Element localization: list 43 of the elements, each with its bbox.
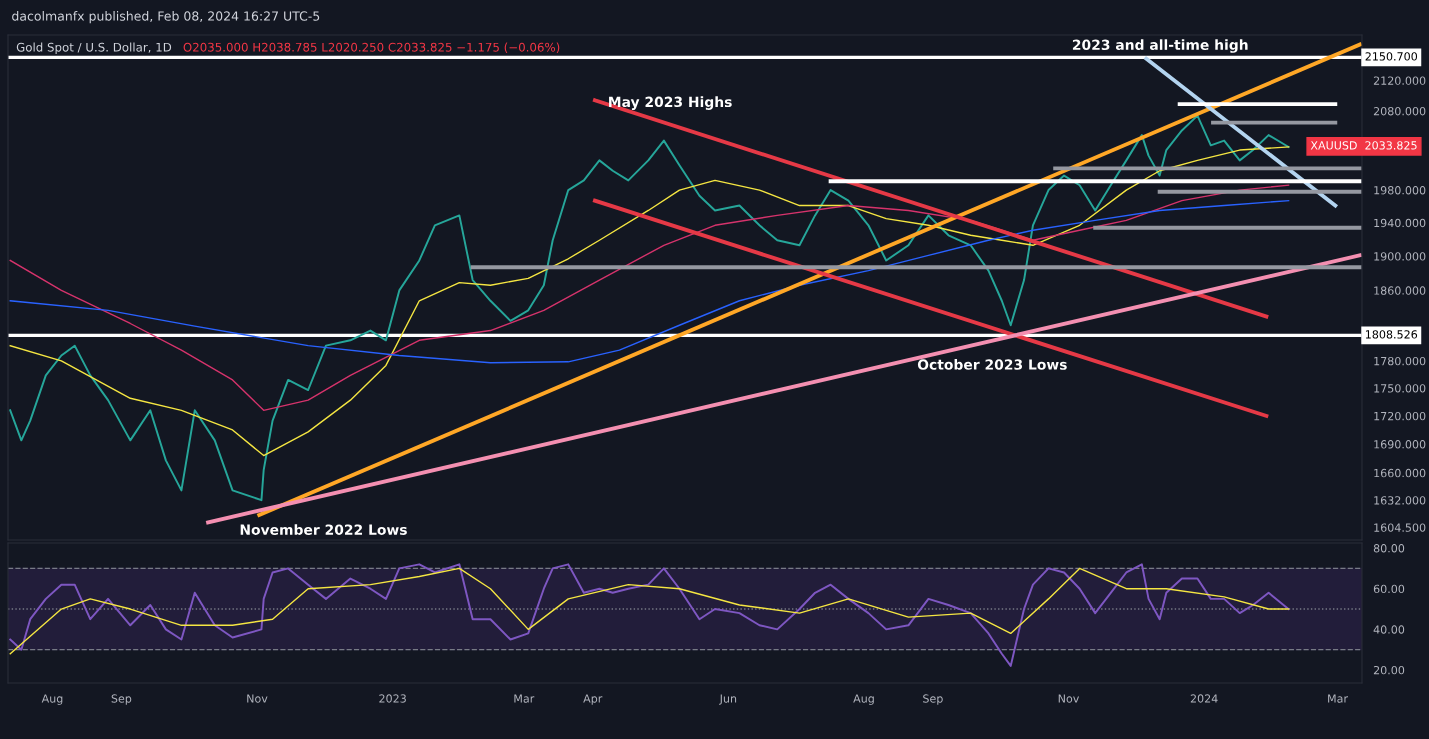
x-tick-label: Nov <box>247 694 268 703</box>
x-tick-label: 2023 <box>379 694 406 703</box>
x-tick-label: Sep <box>111 694 132 705</box>
annotation: 2023 and all-time high <box>1072 39 1248 53</box>
text: O2035.000 H2038.785 L2020.250 C2033.825 −1.175 (−0.06%) <box>183 42 560 54</box>
y-tick-label: 1690.000 <box>1374 440 1426 449</box>
line-series <box>9 563 1290 667</box>
y-tick-label: 1980.000 <box>1374 186 1426 195</box>
x-tick-label: Aug <box>41 694 63 705</box>
y-tick-label: 2080.000 <box>1373 107 1426 116</box>
y-tick-label: 1660.000 <box>1374 468 1426 478</box>
x-tick-label: 2024 <box>1190 694 1218 703</box>
y-tick-label: 20.00 <box>1373 665 1405 675</box>
x-tick-label: Nov <box>1058 694 1080 703</box>
x-tick-label: Apr <box>583 694 603 705</box>
y-tick-label: 1780.000 <box>1374 356 1426 366</box>
y-tick-label: 1860.000 <box>1374 286 1426 295</box>
annotation: XAUUSD 2033.825 <box>1310 141 1417 150</box>
line-series <box>9 146 1290 457</box>
x-tick-label: Mar <box>514 694 535 703</box>
ref-line-label: 2150.700 <box>1365 52 1418 61</box>
annotation: May 2023 Highs <box>609 96 732 110</box>
annotation: November 2022 Lows <box>240 524 407 535</box>
line-series <box>9 114 1290 502</box>
y-tick-label: 1900.000 <box>1374 252 1426 261</box>
y-tick-label: 80.00 <box>1373 544 1405 553</box>
text: Gold Spot / U.S. Dollar, 1D <box>16 42 172 54</box>
x-tick-label: Mar <box>1328 694 1349 703</box>
y-tick-label: 1604.500 <box>1374 523 1426 532</box>
text: dacolmanfx published, Feb 08, 2024 16:27 UTC-5 <box>12 11 320 24</box>
y-tick-label: 1940.000 <box>1374 218 1426 228</box>
line-series <box>9 184 1290 412</box>
x-tick-label: Sep <box>923 694 943 705</box>
x-tick-label: Aug <box>853 694 874 705</box>
y-tick-label: 1632.000 <box>1374 496 1426 505</box>
annotation: October 2023 Lows <box>917 359 1067 370</box>
y-tick-label: 60.00 <box>1373 584 1405 594</box>
y-tick-label: 1720.000 <box>1374 411 1426 421</box>
x-tick-label: Jun <box>719 694 737 705</box>
y-tick-label: 2120.000 <box>1373 76 1426 85</box>
y-tick-label: 1750.000 <box>1374 384 1426 393</box>
ref-line-label: 1808.526 <box>1365 330 1418 339</box>
y-tick-label: 40.00 <box>1373 625 1405 634</box>
